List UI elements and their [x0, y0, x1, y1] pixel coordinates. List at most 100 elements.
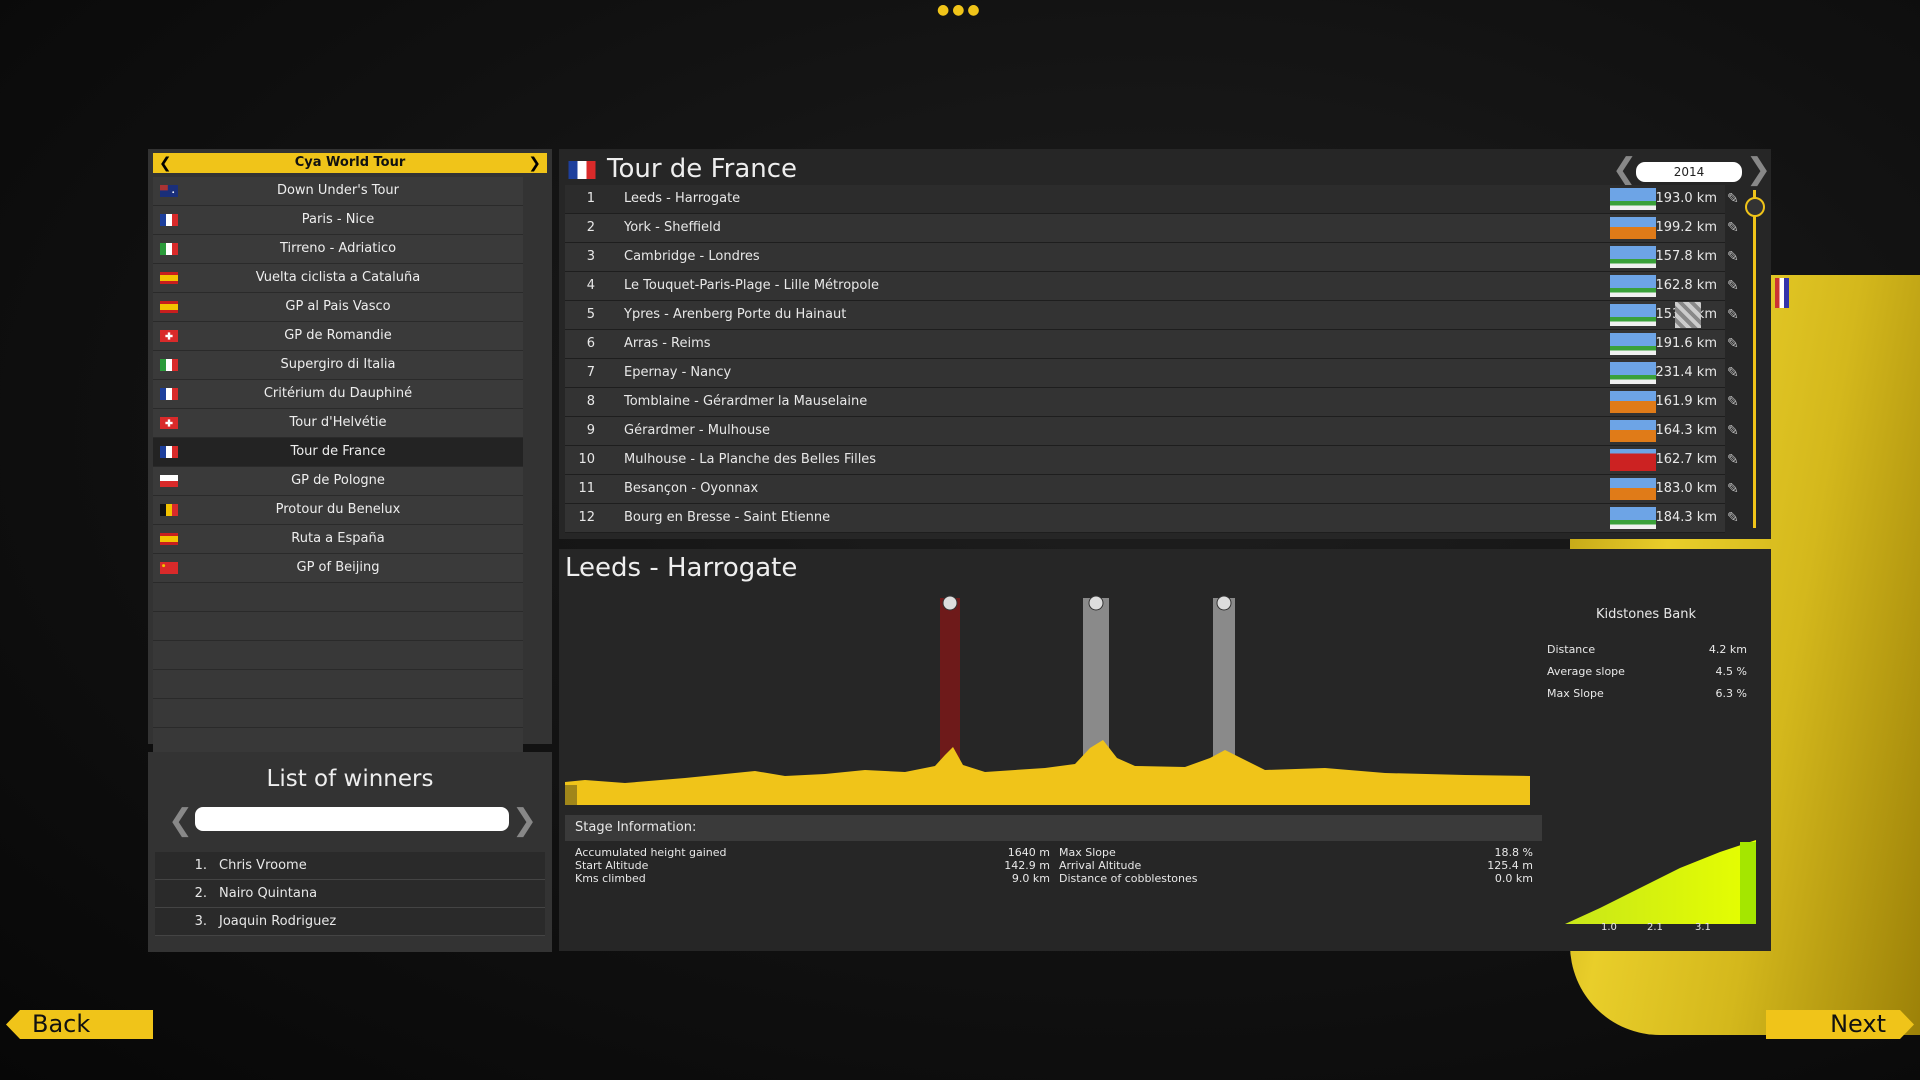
stage-name: Ypres - Arenberg Porte du Hainaut — [624, 307, 847, 322]
stage-name: Tomblaine - Gérardmer la Mauselaine — [624, 394, 868, 409]
stage-row[interactable]: 12 Bourg en Bresse - Saint Etienne 184.3… — [565, 504, 1739, 533]
stage-row[interactable]: 6 Arras - Reims 191.6 km ✎ — [565, 330, 1739, 359]
race-item[interactable]: Tour d'Helvétie — [153, 409, 523, 438]
edit-stage-icon[interactable]: ✎ — [1727, 423, 1739, 439]
next-button[interactable]: Next — [1766, 1010, 1914, 1039]
race-item[interactable]: GP de Romandie — [153, 322, 523, 351]
edit-stage-icon[interactable]: ✎ — [1727, 220, 1739, 236]
cobble-dist-value: 0.0 km — [1494, 872, 1533, 885]
winners-next-arrow-icon[interactable]: ❯ — [512, 803, 538, 838]
race-item[interactable]: Critérium du Dauphiné — [153, 380, 523, 409]
es-flag-icon — [160, 301, 178, 313]
race-item[interactable]: GP of Beijing — [153, 554, 523, 583]
climb-marker-1-icon — [942, 595, 958, 611]
stage-profile-hilly-icon — [1610, 217, 1656, 239]
climb-distance-value: 4.2 km — [1708, 643, 1747, 656]
race-item[interactable]: GP al Pais Vasco — [153, 293, 523, 322]
stage-row[interactable]: 7 Epernay - Nancy 231.4 km ✎ — [565, 359, 1739, 388]
tour-selector[interactable]: ❮ Cya World Tour ❯ — [153, 153, 547, 173]
race-item[interactable]: GP de Pologne — [153, 467, 523, 496]
race-item[interactable]: Vuelta ciclista a Cataluña — [153, 264, 523, 293]
climb-marker-3-icon — [1216, 595, 1232, 611]
stage-distance: 162.7 km — [1655, 452, 1717, 467]
race-item[interactable]: Tirreno - Adriatico — [153, 235, 523, 264]
stage-distance: 199.2 km — [1655, 220, 1717, 235]
stage-row[interactable]: 9 Gérardmer - Mulhouse 164.3 km ✎ — [565, 417, 1739, 446]
edit-stage-icon[interactable]: ✎ — [1727, 307, 1739, 323]
race-item[interactable]: Down Under's Tour — [153, 177, 523, 206]
back-button[interactable]: Back — [6, 1010, 153, 1039]
race-item[interactable]: Tour de France — [153, 438, 523, 467]
stage-info-heading: Stage Information: — [565, 815, 1542, 841]
stage-row[interactable]: 10 Mulhouse - La Planche des Belles Fill… — [565, 446, 1739, 475]
stage-row[interactable]: 5 Ypres - Arenberg Porte du Hainaut 153.… — [565, 301, 1739, 330]
be-flag-icon — [160, 504, 178, 516]
prev-year-arrow-icon[interactable]: ❮ — [1612, 152, 1638, 187]
elevation-fill — [565, 740, 1530, 805]
climb-max-row: Max Slope 6.3 % — [1547, 687, 1747, 709]
winner-rank: 2. — [194, 886, 207, 901]
stage-name: Besançon - Oyonnax — [624, 481, 759, 496]
stage-row[interactable]: 11 Besançon - Oyonnax 183.0 km ✎ — [565, 475, 1739, 504]
stage-distance: 191.6 km — [1655, 336, 1717, 351]
edit-stage-icon[interactable]: ✎ — [1727, 481, 1739, 497]
stage-title: Leeds - Harrogate — [565, 553, 798, 583]
info-values-left: 1640 m 142.9 m 9.0 km — [960, 846, 1050, 885]
loading-dots: ●●● — [937, 2, 983, 18]
year-field[interactable]: 2014 — [1636, 162, 1742, 182]
stage-row[interactable]: 1 Leeds - Harrogate 193.0 km ✎ — [565, 185, 1739, 214]
stage-profile-hilly-icon — [1610, 391, 1656, 413]
edit-stage-icon[interactable]: ✎ — [1727, 278, 1739, 294]
edit-stage-icon[interactable]: ✎ — [1727, 394, 1739, 410]
edit-stage-icon[interactable]: ✎ — [1727, 191, 1739, 207]
info-values-right: 18.8 % 125.4 m 0.0 km — [1440, 846, 1533, 885]
stage-profile-hilly-icon — [1610, 420, 1656, 442]
winners-year-field[interactable] — [195, 807, 509, 831]
scroll-knob-handle[interactable] — [1745, 197, 1765, 217]
race-item-label: Vuelta ciclista a Cataluña — [255, 270, 421, 285]
start-alt-value: 142.9 m — [1004, 859, 1050, 872]
it-flag-icon — [160, 243, 178, 255]
climb-steep-band — [1740, 842, 1756, 924]
climb-distance-label: Distance — [1547, 643, 1596, 656]
stage-row[interactable]: 3 Cambridge - Londres 157.8 km ✎ — [565, 243, 1739, 272]
climb-marker-2-icon — [1088, 595, 1104, 611]
next-year-arrow-icon[interactable]: ❯ — [1746, 152, 1772, 187]
stage-row[interactable]: 8 Tomblaine - Gérardmer la Mauselaine 16… — [565, 388, 1739, 417]
race-item-label: Down Under's Tour — [276, 183, 400, 198]
stage-row[interactable]: 4 Le Touquet-Paris-Plage - Lille Métropo… — [565, 272, 1739, 301]
stage-row[interactable]: 2 York - Sheffield 199.2 km ✎ — [565, 214, 1739, 243]
race-item[interactable]: Supergiro di Italia — [153, 351, 523, 380]
winner-rank: 3. — [194, 914, 207, 929]
climb-avg-value: 4.5 % — [1715, 665, 1747, 678]
start-segment — [565, 785, 577, 805]
edit-stage-icon[interactable]: ✎ — [1727, 452, 1739, 468]
info-labels-left: Accumulated height gained Start Altitude… — [575, 846, 795, 885]
race-item-label: Paris - Nice — [301, 212, 375, 227]
climb-profile-chart — [1565, 840, 1756, 924]
edit-stage-icon[interactable]: ✎ — [1727, 336, 1739, 352]
edit-stage-icon[interactable]: ✎ — [1727, 249, 1739, 265]
race-item-empty — [153, 699, 523, 728]
stage-scrollbar[interactable] — [1753, 190, 1756, 528]
fr-flag-icon — [160, 214, 178, 226]
prev-tour-arrow-icon[interactable]: ❮ — [159, 154, 172, 172]
race-item[interactable]: Paris - Nice — [153, 206, 523, 235]
ch-flag-icon — [160, 330, 178, 342]
next-tour-arrow-icon[interactable]: ❯ — [528, 154, 541, 172]
stage-name: Epernay - Nancy — [624, 365, 732, 380]
winners-prev-arrow-icon[interactable]: ❮ — [168, 803, 194, 838]
edit-stage-icon[interactable]: ✎ — [1727, 510, 1739, 526]
race-item-empty — [153, 612, 523, 641]
es-flag-icon — [160, 272, 178, 284]
stage-distance: 193.0 km — [1655, 191, 1717, 206]
jersey-collar-stripe — [1775, 278, 1789, 308]
stage-elevation-profile — [565, 590, 1530, 805]
race-item[interactable]: Protour du Benelux — [153, 496, 523, 525]
race-item-label: Tour de France — [290, 444, 386, 459]
stage-number: 12 — [578, 510, 595, 525]
edit-stage-icon[interactable]: ✎ — [1727, 365, 1739, 381]
race-item-label: Critérium du Dauphiné — [263, 386, 413, 401]
race-item[interactable]: Ruta a España — [153, 525, 523, 554]
stage-distance: 164.3 km — [1655, 423, 1717, 438]
